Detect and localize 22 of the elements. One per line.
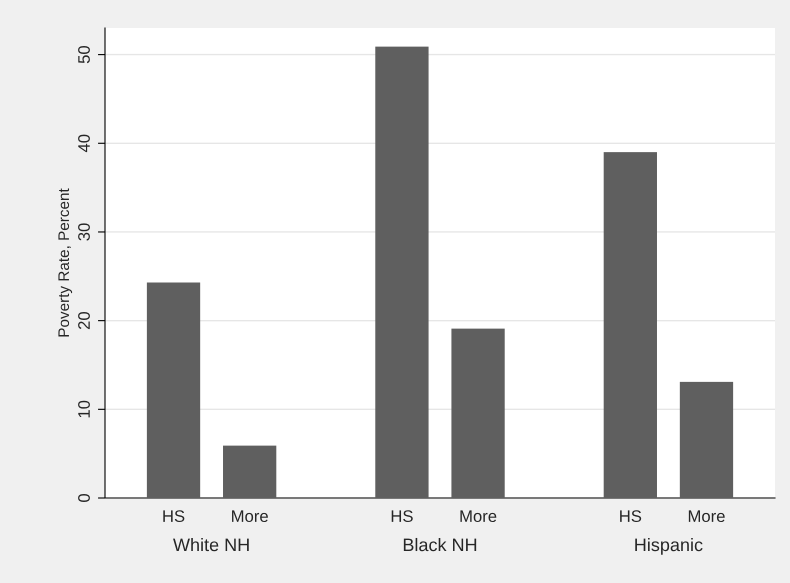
x-tick-label: HS: [620, 510, 642, 522]
x-tick-label: More: [688, 510, 725, 522]
x-tick-label: HS: [163, 510, 184, 522]
bar: [146, 282, 200, 498]
text: Hispanic: [635, 538, 703, 555]
bar: [451, 328, 505, 498]
x-tick-label: More: [460, 510, 496, 522]
y-axis-title: Poverty Rate, Percent: [58, 188, 72, 336]
bar: [680, 382, 734, 498]
y-tick-label: 40: [78, 134, 90, 152]
x-tick-label: HS: [392, 510, 413, 522]
y-tick-label: 0: [78, 494, 90, 502]
y-tick-label: 30: [78, 223, 90, 241]
text: Black NH: [404, 538, 476, 552]
bar: [223, 446, 276, 498]
bar: [604, 152, 657, 498]
bar: [375, 46, 429, 498]
text: White NH: [173, 538, 249, 552]
y-tick-label: 20: [78, 312, 90, 330]
y-tick-label: 10: [78, 400, 90, 418]
y-tick-label: 50: [78, 46, 90, 64]
x-tick-label: More: [232, 510, 268, 522]
